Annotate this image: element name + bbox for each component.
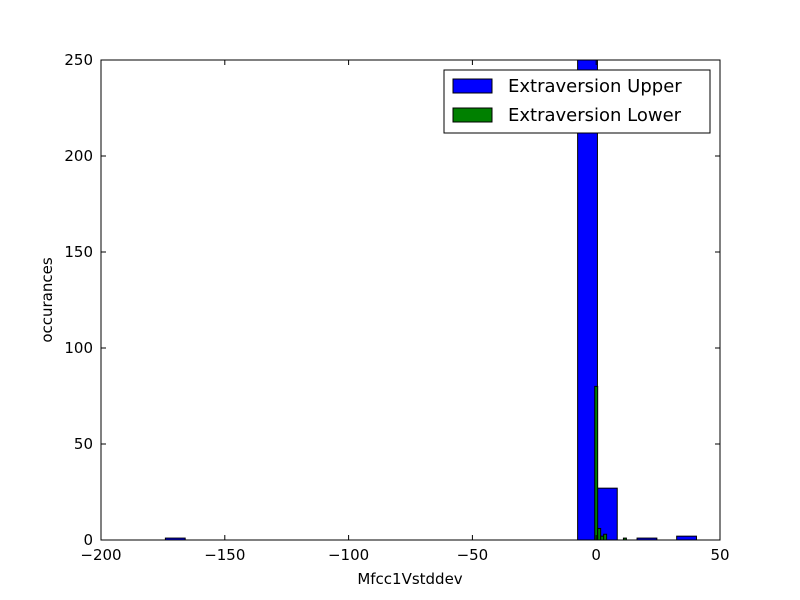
x-tick-label: 50 <box>710 546 729 564</box>
legend-swatch-extraversion-upper <box>452 78 493 94</box>
plot-frame <box>100 59 721 541</box>
bar-extraversion-lower-4 <box>622 537 627 540</box>
y-tick-label: 250 <box>64 51 93 69</box>
x-tick-label: −100 <box>328 546 369 564</box>
y-axis-label: occurances <box>38 257 56 343</box>
bar-extraversion-upper-1 <box>577 60 598 540</box>
y-tick-label: 50 <box>74 435 93 453</box>
y-tick-label: 0 <box>83 531 93 549</box>
x-tick-label: −200 <box>80 546 121 564</box>
y-tick-label: 200 <box>64 147 93 165</box>
legend-label-extraversion-lower: Extraversion Lower <box>508 105 682 126</box>
bar-extraversion-upper-4 <box>676 535 697 540</box>
x-tick-label: 0 <box>591 546 601 564</box>
ticks-group: −200 −150 −100 −50 0 50 0 50 100 150 200 250 <box>64 51 729 564</box>
bar-extraversion-lower-0 <box>594 385 599 540</box>
x-tick-label: −50 <box>457 546 489 564</box>
legend: Extraversion Upper Extraversion Lower <box>443 69 711 134</box>
x-axis-label: Mfcc1Vstddev <box>357 570 462 588</box>
plot-area <box>101 60 720 540</box>
bar-extraversion-upper-0 <box>164 537 186 540</box>
bars-group <box>164 60 697 540</box>
bar-extraversion-lower-3 <box>603 533 608 540</box>
y-tick-label: 100 <box>64 339 93 357</box>
x-tick-label: −150 <box>204 546 245 564</box>
legend-label-extraversion-upper: Extraversion Upper <box>508 76 682 97</box>
y-tick-label: 150 <box>64 243 93 261</box>
bar-extraversion-upper-3 <box>636 537 658 540</box>
legend-swatch-extraversion-lower <box>452 107 493 123</box>
